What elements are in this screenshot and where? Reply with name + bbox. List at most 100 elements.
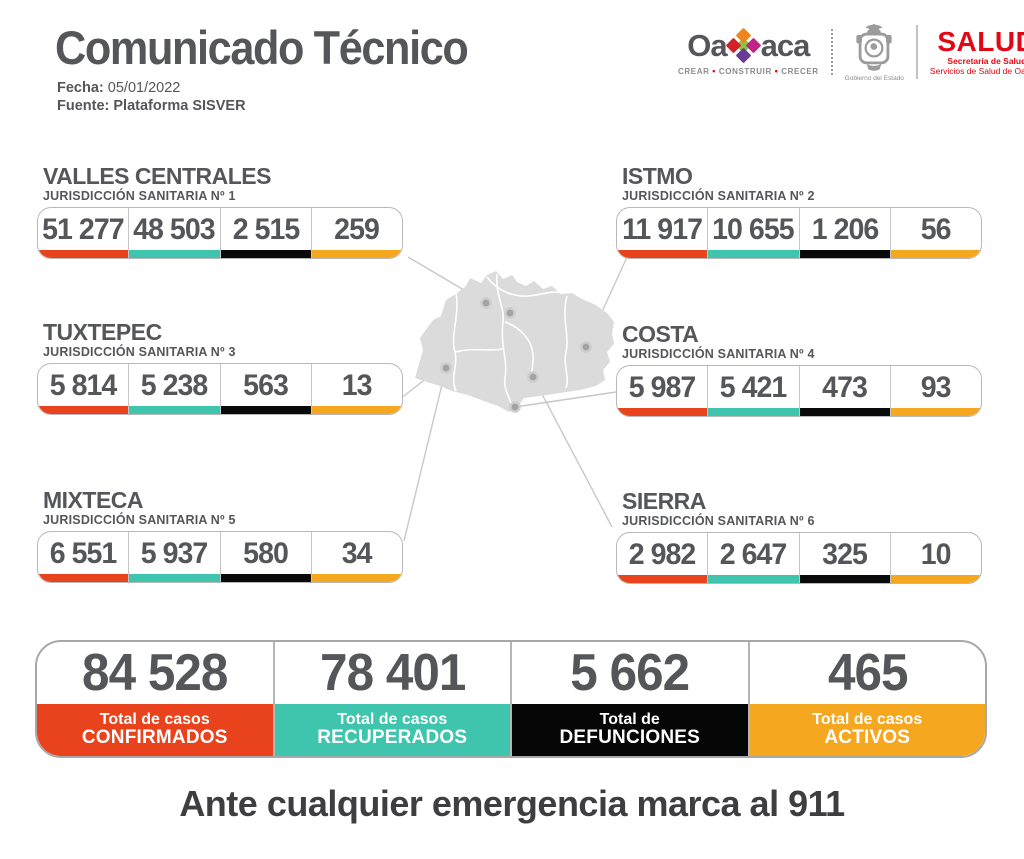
total-label-band: Total de casos RECUPERADOS	[274, 704, 510, 756]
stat-value: 56	[920, 212, 952, 246]
report-source: Fuente: Plataforma SISVER	[57, 97, 246, 115]
deaths-color-bar	[799, 575, 890, 583]
deaths-color-bar	[220, 250, 311, 258]
stat-confirmed: 5 987	[617, 366, 709, 416]
recovered-color-bar	[708, 408, 799, 416]
emergency-message: Ante cualquier emergencia marca al 911	[179, 783, 845, 824]
stat-value: 563	[243, 368, 289, 402]
stat-value: 5 238	[141, 368, 209, 402]
stat-value: 5 987	[628, 370, 697, 404]
report-date: Fecha: 05/01/2022	[57, 79, 246, 97]
solid-divider	[915, 25, 918, 79]
total-value: 84 528	[82, 644, 228, 702]
stat-value: 48 503	[133, 212, 216, 246]
region-mixteca: MIXTECA JURISDICCIÓN SANITARIA Nº 5 6 55…	[37, 488, 403, 583]
stat-value: 473	[822, 370, 868, 404]
total-label-line1: Total de casos	[812, 711, 923, 729]
stat-value: 11 917	[622, 212, 703, 246]
region-valles-centrales: VALLES CENTRALES JURISDICCIÓN SANITARIA …	[37, 164, 403, 259]
region-name: SIERRA	[622, 488, 706, 514]
total-label-line1: Total de casos	[99, 711, 210, 729]
wordmark-left: Oa	[687, 28, 727, 63]
stat-value: 51 277	[42, 212, 124, 246]
stat-recovered: 5 421	[708, 366, 800, 416]
stat-value: 10 655	[712, 212, 795, 246]
stat-value: 259	[334, 212, 381, 246]
tagline-word: CREAR	[678, 67, 710, 76]
stat-deaths: 473	[799, 366, 891, 416]
stat-deaths: 580	[220, 532, 312, 582]
source-value: Plataforma SISVER	[113, 98, 246, 114]
total-value: 5 662	[570, 644, 690, 702]
deaths-color-bar	[799, 408, 890, 416]
region-jurisdiction: JURISDICCIÓN SANITARIA Nº 6	[622, 514, 815, 528]
region-stats-box: 5 814 5 238 563 13	[37, 363, 403, 415]
total-recovered: 78 401 Total de casos RECUPERADOS	[274, 642, 512, 756]
oaxaca-tagline: CREAR • CONSTRUIR • CRECER	[678, 66, 819, 76]
source-label: Fuente:	[57, 98, 110, 114]
total-label-band: Total de casos ACTIVOS	[749, 704, 985, 756]
region-istmo: ISTMO JURISDICCIÓN SANITARIA Nº 2 11 917…	[616, 164, 982, 259]
region-jurisdiction: JURISDICCIÓN SANITARIA Nº 3	[43, 345, 236, 359]
deaths-color-bar	[799, 250, 890, 258]
tagline-word: CONSTRUIR	[718, 67, 772, 76]
region-stats-box: 51 277 48 503 2 515 259	[37, 207, 403, 259]
region-name: MIXTECA	[43, 487, 144, 513]
stat-value: 5 421	[720, 370, 788, 404]
stat-active: 34	[311, 532, 402, 582]
active-color-bar	[311, 406, 402, 414]
stat-value: 10	[920, 537, 952, 571]
stat-active: 10	[890, 533, 981, 583]
oaxaca-wordmark: Oa aca	[687, 27, 811, 64]
total-label-line2: RECUPERADOS	[317, 727, 468, 749]
confirmed-color-bar	[38, 250, 129, 258]
stat-active: 93	[890, 366, 981, 416]
stat-active: 259	[311, 208, 402, 258]
recovered-color-bar	[129, 574, 220, 582]
region-name: ISTMO	[622, 163, 693, 189]
total-label-line2: DEFUNCIONES	[559, 727, 700, 749]
stat-value: 325	[822, 537, 868, 571]
recovered-color-bar	[708, 250, 799, 258]
confirmed-color-bar	[38, 406, 129, 414]
state-silhouette	[415, 271, 614, 412]
total-label-line1: Total de	[599, 711, 660, 729]
date-value: 05/01/2022	[107, 80, 181, 96]
total-deaths: 5 662 Total de DEFUNCIONES	[512, 642, 750, 756]
total-label-band: Total de casos CONFIRMADOS	[37, 704, 273, 756]
stat-value: 2 982	[628, 537, 697, 571]
region-costa: COSTA JURISDICCIÓN SANITARIA Nº 4 5 987 …	[616, 322, 982, 417]
total-value: 465	[827, 644, 908, 702]
region-jurisdiction: JURISDICCIÓN SANITARIA Nº 2	[622, 189, 815, 203]
stat-recovered: 2 647	[708, 533, 800, 583]
confirmed-color-bar	[617, 575, 708, 583]
crest-caption: Gobierno del Estado	[844, 75, 904, 82]
region-jurisdiction: JURISDICCIÓN SANITARIA Nº 5	[43, 513, 236, 527]
stat-deaths: 563	[220, 364, 312, 414]
active-color-bar	[890, 250, 981, 258]
confirmed-color-bar	[617, 250, 708, 258]
stat-value: 6 551	[49, 536, 118, 570]
stat-value: 2 647	[720, 537, 788, 571]
stat-recovered: 5 937	[129, 532, 221, 582]
region-stats-box: 5 987 5 421 473 93	[616, 365, 982, 417]
page-title: Comunicado Técnico	[55, 21, 469, 74]
stat-active: 13	[311, 364, 402, 414]
tagline-bullet: •	[774, 66, 779, 76]
total-value: 78 401	[319, 644, 466, 702]
stat-deaths: 1 206	[799, 208, 891, 258]
wordmark-right: aca	[760, 28, 811, 63]
stat-value: 2 515	[232, 212, 300, 246]
stat-value: 1 206	[811, 212, 879, 246]
recovered-color-bar	[708, 575, 799, 583]
stat-confirmed: 5 814	[38, 364, 130, 414]
total-label-line2: CONFIRMADOS	[81, 727, 228, 749]
stat-active: 56	[890, 208, 981, 258]
region-jurisdiction: JURISDICCIÓN SANITARIA Nº 4	[622, 347, 815, 361]
stat-confirmed: 2 982	[617, 533, 709, 583]
recovered-color-bar	[129, 250, 220, 258]
date-label: Fecha:	[57, 80, 104, 96]
state-totals-bar: 84 528 Total de casos CONFIRMADOS 78 401…	[35, 640, 987, 758]
stat-value: 93	[920, 370, 952, 404]
recovered-color-bar	[129, 406, 220, 414]
